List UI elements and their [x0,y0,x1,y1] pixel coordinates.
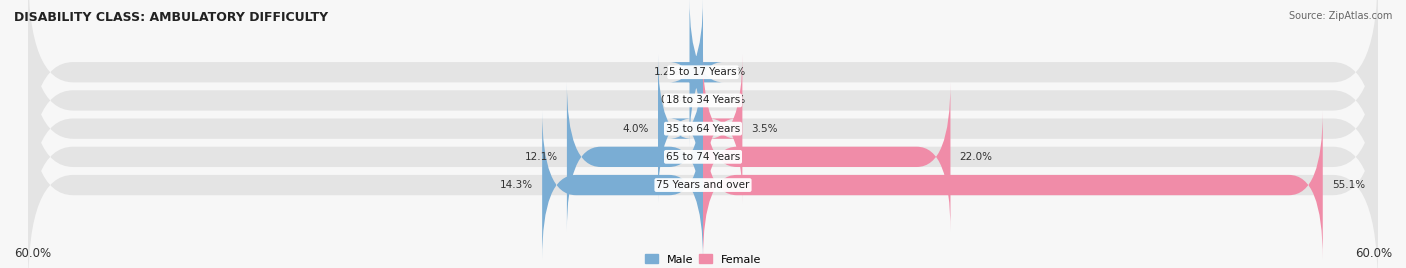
FancyBboxPatch shape [28,82,1378,268]
Legend: Male, Female: Male, Female [644,254,762,265]
FancyBboxPatch shape [567,82,703,231]
Text: 35 to 64 Years: 35 to 64 Years [666,124,740,134]
Text: 65 to 74 Years: 65 to 74 Years [666,152,740,162]
Text: 18 to 34 Years: 18 to 34 Years [666,95,740,105]
FancyBboxPatch shape [658,54,703,203]
Text: Source: ZipAtlas.com: Source: ZipAtlas.com [1288,11,1392,21]
Text: 5 to 17 Years: 5 to 17 Years [669,67,737,77]
FancyBboxPatch shape [28,54,1378,259]
Text: 0.0%: 0.0% [720,67,747,77]
Text: 60.0%: 60.0% [1355,247,1392,260]
FancyBboxPatch shape [28,0,1378,203]
FancyBboxPatch shape [703,82,950,231]
FancyBboxPatch shape [669,0,723,147]
FancyBboxPatch shape [703,111,1323,259]
FancyBboxPatch shape [703,54,742,203]
Text: 75 Years and over: 75 Years and over [657,180,749,190]
FancyBboxPatch shape [28,26,1378,231]
Text: 22.0%: 22.0% [959,152,993,162]
Text: DISABILITY CLASS: AMBULATORY DIFFICULTY: DISABILITY CLASS: AMBULATORY DIFFICULTY [14,11,328,24]
Text: 12.1%: 12.1% [524,152,558,162]
Text: 14.3%: 14.3% [501,180,533,190]
Text: 55.1%: 55.1% [1331,180,1365,190]
Text: 0.0%: 0.0% [720,95,747,105]
Text: 60.0%: 60.0% [14,247,51,260]
FancyBboxPatch shape [28,0,1378,175]
Text: 1.2%: 1.2% [654,67,681,77]
Text: 4.0%: 4.0% [623,124,650,134]
FancyBboxPatch shape [543,111,703,259]
Text: 0.0%: 0.0% [659,95,686,105]
Text: 3.5%: 3.5% [751,124,778,134]
